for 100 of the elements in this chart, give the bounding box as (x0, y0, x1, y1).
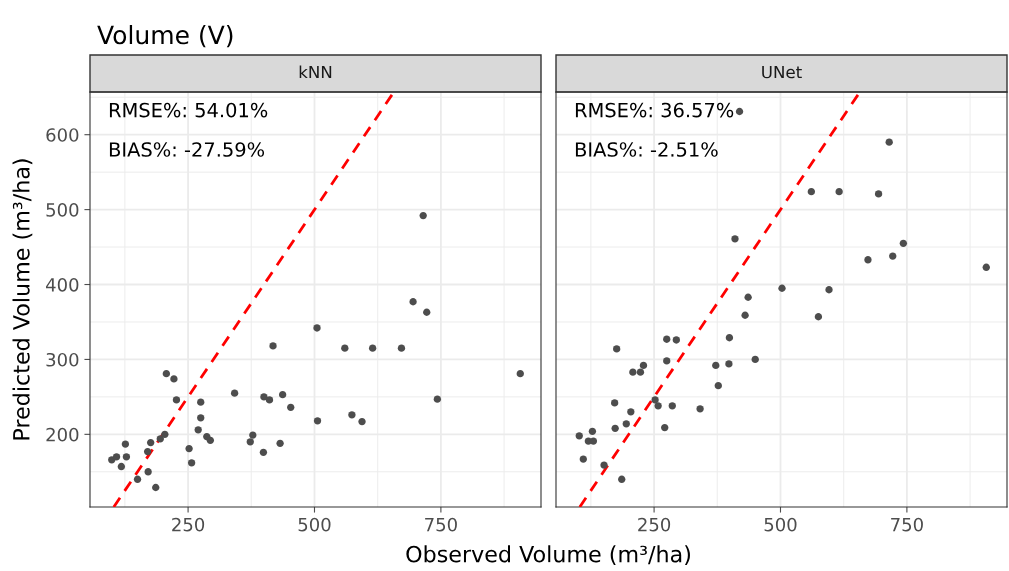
point (610, 399, 619, 407)
point (725, 360, 733, 368)
point (287, 403, 295, 412)
point (197, 414, 205, 422)
point (663, 357, 671, 365)
point (172, 396, 181, 404)
point (835, 187, 843, 196)
point (194, 426, 202, 434)
point (661, 423, 669, 432)
point (899, 239, 908, 247)
point (714, 381, 722, 390)
point (206, 436, 215, 445)
y-axis-title: Predicted Volume (m³/ha) (12, 159, 33, 440)
point (579, 455, 587, 463)
point (807, 187, 816, 196)
point (696, 405, 704, 413)
point (668, 402, 676, 410)
point (259, 448, 268, 456)
x-tick-label: 250 (638, 517, 671, 532)
point (663, 335, 671, 343)
point (622, 420, 630, 428)
point (433, 395, 442, 403)
point (654, 402, 662, 410)
point (117, 462, 126, 471)
y-tick-label: 200 (46, 427, 79, 442)
point (629, 368, 637, 376)
x-tick-label: 750 (891, 517, 923, 532)
point (712, 361, 720, 370)
y-tick-label: 300 (46, 352, 79, 367)
point (358, 417, 366, 426)
point (874, 190, 883, 198)
point (269, 342, 277, 350)
point (751, 355, 759, 364)
x-tick-label: 500 (298, 517, 331, 532)
point (735, 107, 744, 116)
x-tick-label: 500 (764, 517, 797, 532)
point (731, 235, 739, 243)
point (423, 308, 431, 316)
point (651, 396, 659, 404)
point (133, 475, 142, 483)
point (348, 411, 356, 419)
point (778, 284, 786, 292)
annotation: RMSE%: 54.01% (109, 102, 268, 118)
point (144, 468, 152, 476)
point (885, 138, 893, 146)
point (636, 368, 645, 376)
x-axis-title: Observed Volume (m³/ha) (406, 545, 690, 566)
point (112, 453, 121, 461)
y-tick-label: 500 (46, 203, 79, 217)
y-tick-label: 600 (46, 128, 79, 142)
point (147, 438, 155, 447)
point (162, 369, 171, 378)
point (368, 344, 377, 352)
point (618, 475, 626, 483)
point (613, 345, 621, 353)
point (161, 430, 169, 439)
annotation: BIAS%: -27.59% (109, 142, 265, 157)
chart-subtitle: kNN (299, 65, 332, 79)
x-tick-label: 750 (425, 517, 457, 532)
point (589, 437, 598, 445)
point (170, 375, 178, 383)
point (627, 408, 635, 416)
point (516, 369, 524, 378)
point (639, 361, 648, 370)
x-tick-label: 250 (172, 517, 205, 532)
point (409, 298, 417, 306)
point (246, 438, 254, 446)
point (156, 435, 164, 443)
point (276, 439, 284, 447)
point (249, 431, 257, 439)
point (600, 461, 608, 469)
point (744, 293, 752, 301)
point (121, 440, 130, 448)
chart-title: Volume (V) (97, 25, 233, 48)
point (313, 417, 322, 425)
point (397, 344, 406, 352)
point (313, 324, 321, 332)
point (265, 396, 274, 404)
point (588, 427, 597, 436)
point (672, 336, 681, 344)
point (230, 389, 239, 397)
point (419, 211, 427, 220)
point (864, 256, 872, 264)
point (725, 334, 734, 342)
point (187, 459, 196, 467)
annotation: RMSE%: 36.57% (575, 102, 734, 118)
annotation: BIAS%: -2.51% (575, 142, 718, 157)
point (575, 432, 583, 440)
point (260, 393, 268, 401)
point (814, 313, 823, 321)
point (889, 252, 897, 260)
point (122, 453, 131, 461)
point (341, 344, 349, 352)
point (825, 286, 833, 294)
point (143, 447, 152, 456)
point (152, 483, 160, 492)
chart-title: UNet (762, 65, 802, 79)
point (611, 424, 619, 433)
y-tick-label: 400 (46, 277, 79, 292)
point (197, 398, 205, 406)
